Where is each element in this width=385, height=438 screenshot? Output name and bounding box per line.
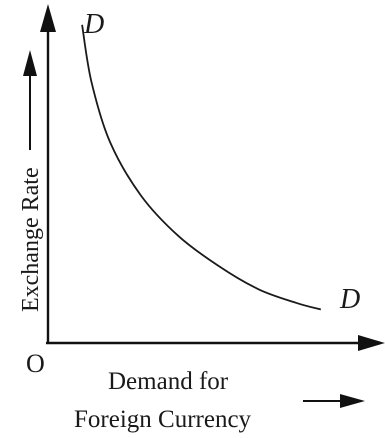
x-label-arrowhead: [340, 394, 365, 408]
demand-curve-line: [81, 24, 322, 311]
y-axis-arrowhead: [40, 4, 56, 32]
x-axis-arrowhead: [358, 335, 385, 351]
x-axis-label-line2: Foreign Currency: [74, 406, 252, 433]
x-axis-label-line1: Demand for: [108, 368, 229, 395]
curve-start-label: D: [83, 9, 104, 40]
y-axis-label: Exchange Rate: [18, 167, 44, 312]
curve-end-label: D: [339, 284, 360, 315]
origin-label: O: [26, 349, 45, 378]
y-label-arrowhead: [23, 50, 37, 76]
